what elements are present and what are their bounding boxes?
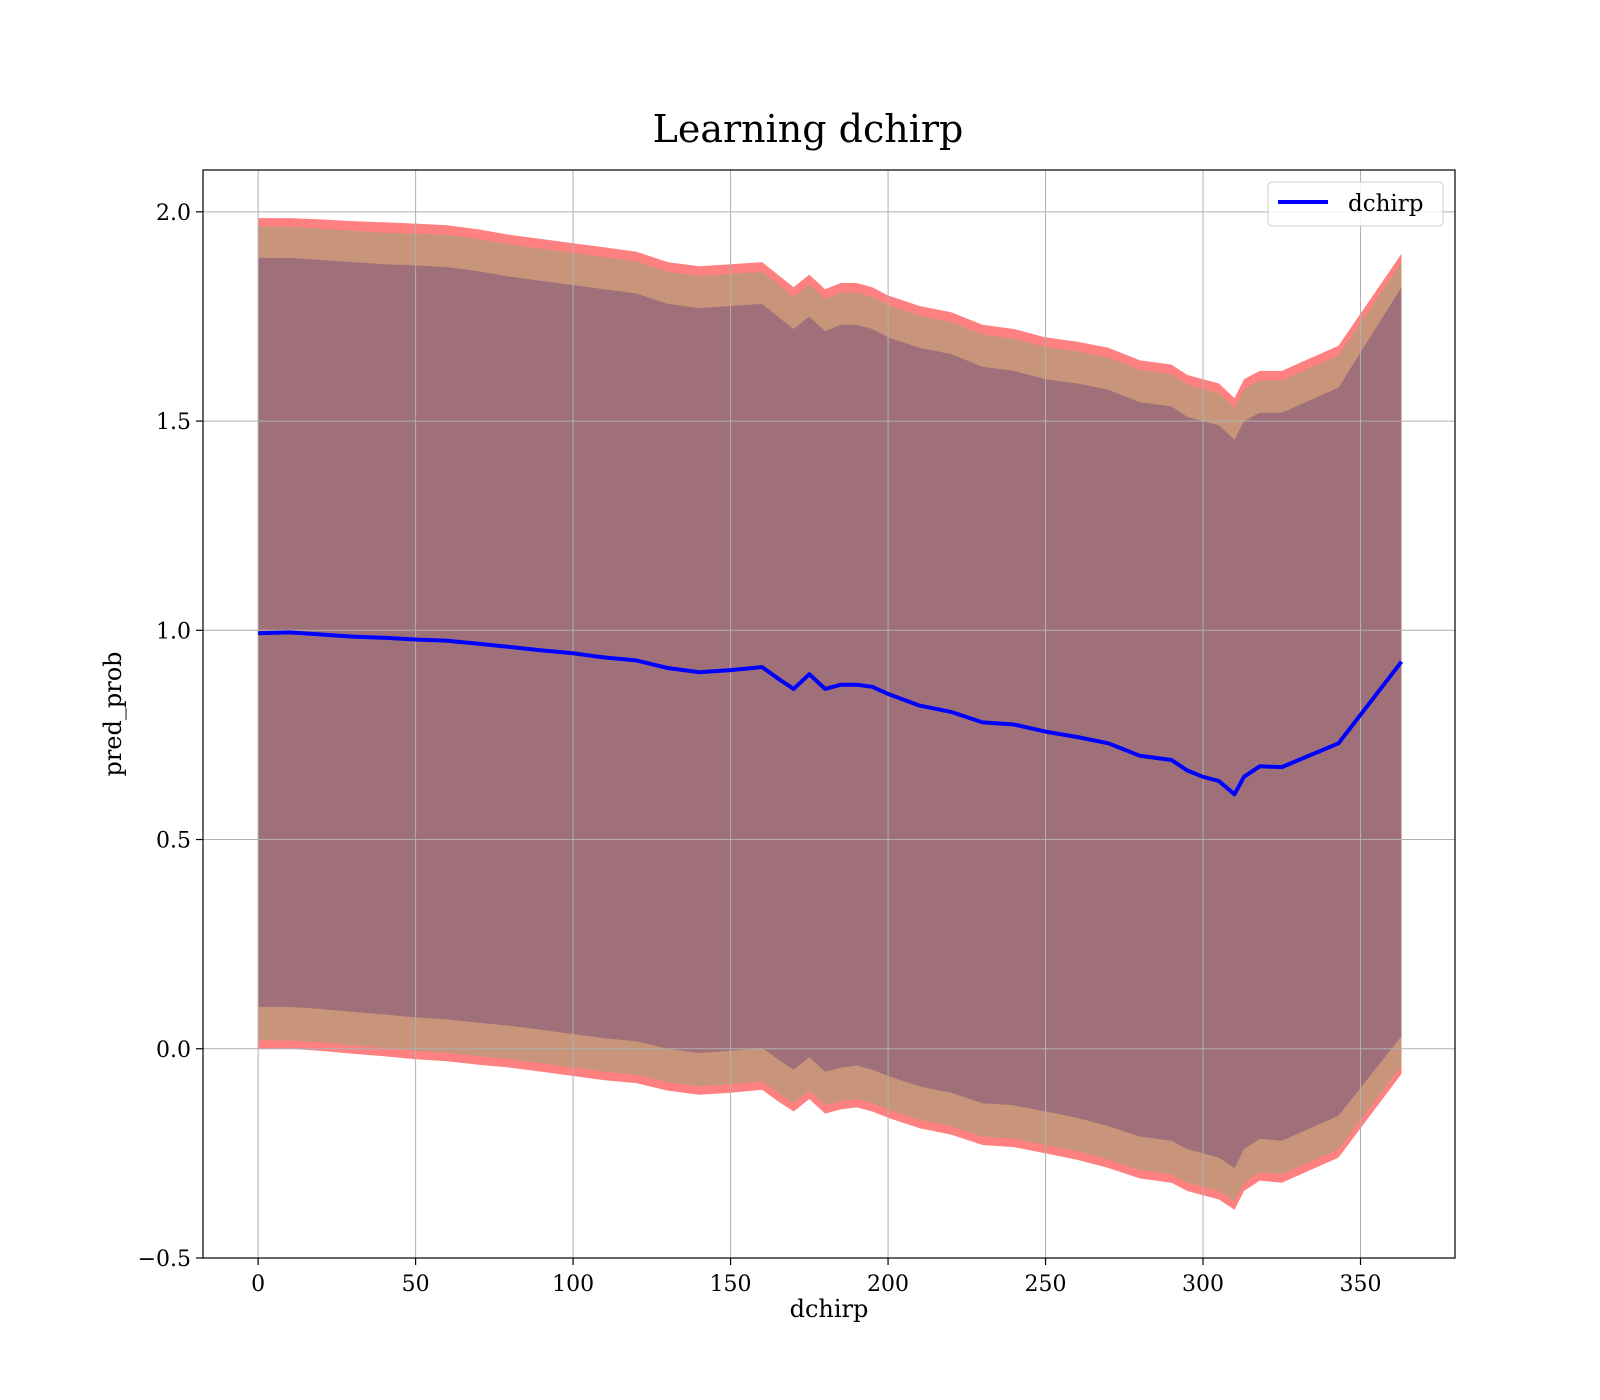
y-axis-label: pred_prob <box>99 651 127 776</box>
y-tick-label-4: 1.5 <box>156 410 191 435</box>
confidence-bands <box>258 218 1402 1210</box>
x-tick-label-3: 150 <box>710 1272 752 1297</box>
y-tick-label-1: 0.0 <box>156 1038 191 1063</box>
x-axis-label: dchirp <box>790 1295 869 1323</box>
series-line-dchirp <box>258 630 1404 797</box>
series-lines <box>258 630 1404 797</box>
band-inner <box>258 257 1402 1168</box>
y-tick-label-0: −0.5 <box>138 1247 191 1272</box>
y-axis-ticks: −0.5 0.0 0.5 1.0 1.5 2.0 <box>138 201 203 1272</box>
y-tick-label-3: 1.0 <box>156 619 191 644</box>
x-tick-label-6: 300 <box>1182 1272 1224 1297</box>
legend: dchirp <box>1267 181 1444 227</box>
y-tick-label-2: 0.5 <box>156 829 191 854</box>
chart-title: Learning dchirp <box>653 107 964 151</box>
x-tick-label-7: 350 <box>1340 1272 1382 1297</box>
y-tick-label-5: 2.0 <box>156 201 191 226</box>
x-tick-label-1: 50 <box>402 1272 430 1297</box>
x-tick-label-5: 250 <box>1025 1272 1067 1297</box>
x-tick-label-4: 200 <box>867 1272 909 1297</box>
plot-area <box>202 169 1456 1259</box>
x-tick-label-2: 100 <box>552 1272 594 1297</box>
x-axis-ticks: 0 50 100 150 200 250 300 350 <box>251 1258 1382 1297</box>
legend-box <box>1267 181 1444 227</box>
grid-lines <box>203 170 1455 1259</box>
legend-label-dchirp: dchirp <box>1348 191 1424 217</box>
plot-frame <box>202 169 1456 1259</box>
x-tick-label-0: 0 <box>251 1272 265 1297</box>
